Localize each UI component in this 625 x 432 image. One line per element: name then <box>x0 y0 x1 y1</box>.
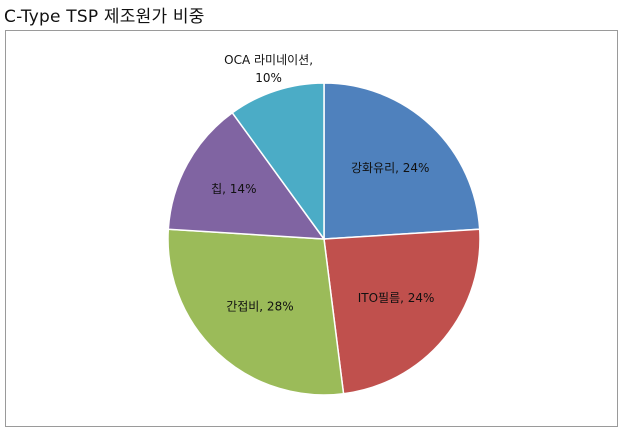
slice-label-1: 강화유리, 24% <box>351 161 429 175</box>
pie-slice-1 <box>323 82 481 240</box>
pie-slices <box>167 82 481 396</box>
pie-slice-3 <box>167 228 345 396</box>
slice-label-2: ITO필름, 24% <box>358 291 435 305</box>
page-title: C-Type TSP 제조원가 비중 <box>4 7 205 27</box>
pie-slice-4 <box>167 111 326 240</box>
pie-slice-2 <box>323 228 481 395</box>
slice-label-5: OCA 라미네이션, 10% <box>224 53 313 85</box>
pie-labels: 강화유리, 24% ITO필름, 24% 간접비, 28% 칩, 14% OCA 라미네… <box>211 53 434 314</box>
slice-label-3: 간접비, 28% <box>226 300 293 314</box>
slice-label-4: 칩, 14% <box>211 182 256 196</box>
pie-slice-5 <box>231 82 325 242</box>
